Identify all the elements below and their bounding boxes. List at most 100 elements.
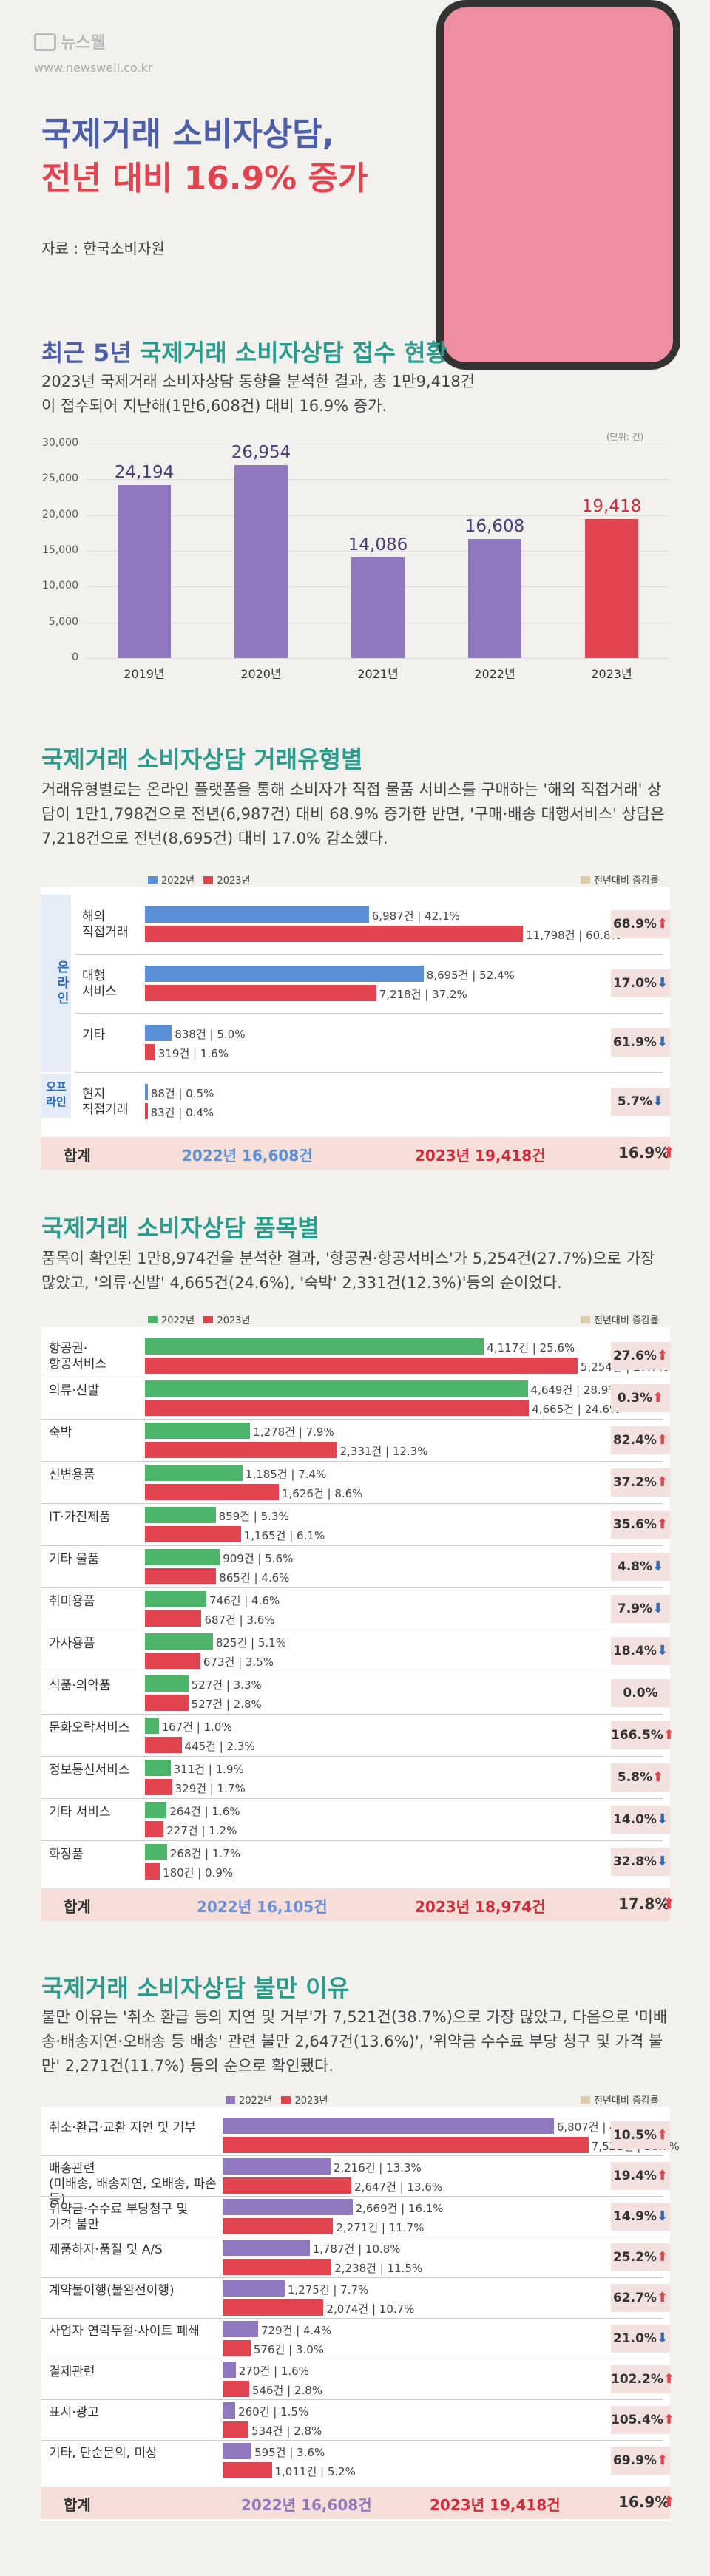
bar-2023 [145, 1044, 155, 1060]
change-badge: 25.2%⬆ [611, 2243, 670, 2271]
bar-2022-label: 264건 | 1.6% [169, 1804, 240, 1818]
bar-2022 [223, 2239, 310, 2256]
bar-2023 [223, 2461, 272, 2478]
section2-title: 국제거래 소비자상담 거래유형별 [41, 745, 363, 773]
x-tick-label: 2022년 [474, 667, 515, 681]
total-label: 합계 [64, 1898, 91, 1916]
bar-2023 [145, 1525, 241, 1542]
bar-2023-label: 319건 | 1.6% [158, 1047, 229, 1060]
row-divider [75, 954, 663, 955]
change-value: 105.4% [611, 2412, 663, 2427]
arrow-up-icon: ⬆ [656, 1474, 669, 1490]
bar-2023-label: 2,331건 | 12.3% [339, 1444, 428, 1458]
bar-value-label: 19,418 [581, 497, 642, 517]
row-label: 표시·광고 [49, 2404, 99, 2420]
arrow-up-icon: ⬆ [656, 2289, 669, 2305]
bar-2022-label: 88건 | 0.5% [150, 1087, 214, 1100]
bar-2023-label: 2,238건 | 11.5% [334, 2261, 423, 2275]
bar-2022-label: 2,216건 | 13.3% [333, 2160, 422, 2175]
bar-2022 [145, 1025, 172, 1041]
total-2023: 2023년 19,418건 [430, 2496, 561, 2514]
bar-2023-label: 527건 | 2.8% [191, 1697, 262, 1711]
bar-2022-label: 167건 | 1.0% [161, 1720, 232, 1734]
arrow-down-icon: ⬇ [656, 2330, 669, 2346]
bar-2022 [145, 1338, 484, 1355]
change-badge: 14.0%⬇ [611, 1805, 670, 1834]
change-value: 0.0% [623, 1685, 658, 1701]
bar-2023-label: 2,647건 | 13.6% [354, 2180, 443, 2194]
row-divider [41, 2318, 663, 2319]
arrow-up-icon: ⬆ [663, 2411, 674, 2427]
row-divider [41, 1503, 663, 1504]
row-label: 기타 서비스 [49, 1804, 111, 1820]
x-tick-label: 2020년 [240, 667, 282, 681]
bar-2023-label: 576건 | 3.0% [253, 2342, 325, 2356]
row-label: 의류·신발 [49, 1383, 99, 1398]
change-value: 37.2% [612, 1474, 657, 1490]
bar-2023 [145, 1357, 578, 1374]
row-label: 해외 직접거래 [82, 909, 129, 940]
arrow-up-icon: ⬆ [656, 1431, 669, 1448]
bar-2023 [223, 2339, 251, 2356]
arrow-up-icon: ⬆ [652, 1769, 664, 1785]
x-tick-label: 2021년 [357, 667, 399, 681]
change-badge: 21.0%⬇ [611, 2324, 670, 2353]
group-offline: 오프라인 [41, 1074, 71, 1118]
total-row: 합계 2022년 16,105건 2023년 18,974건 17.8% ⬆ [41, 1888, 675, 1921]
arrow-up-icon: ⬆ [652, 1389, 664, 1406]
row-divider [41, 1419, 663, 1420]
legend-swatch-2022 [148, 1316, 158, 1323]
total-row: 합계 2022년 16,608건 2023년 19,418건 16.9% ⬆ [41, 2487, 675, 2519]
bar-value-label: 16,608 [464, 517, 525, 537]
bar-2023 [145, 1399, 530, 1416]
change-badge: 17.0%⬇ [611, 969, 670, 997]
section4-legend-change: 전년대비 증감률 [581, 2092, 659, 2106]
section4-legend: 2022년 2023년 [226, 2092, 328, 2106]
change-value: 7.9% [617, 1601, 653, 1616]
change-badge: 166.5%⬆ [611, 1721, 674, 1749]
bar-2023-label: 1,165건 | 6.1% [243, 1528, 325, 1542]
change-badge: 69.9%⬆ [611, 2446, 670, 2475]
arrow-down-icon: ⬇ [656, 1811, 669, 1827]
arrow-up-icon: ⬆ [656, 2167, 669, 2183]
site-url: www.newswell.co.kr [34, 61, 153, 75]
bar-2022 [145, 1464, 243, 1481]
bar-2022-label: 4,117건 | 25.6% [487, 1340, 575, 1355]
bar-2022-label: 909건 | 5.6% [223, 1551, 294, 1565]
change-badge: 4.8%⬇ [611, 1552, 670, 1581]
logo: 뉴스웰 [34, 30, 106, 53]
row-label: 기타, 단순문의, 미상 [49, 2445, 158, 2461]
page-title-line1: 국제거래 소비자상담, [41, 115, 335, 153]
change-value: 27.6% [612, 1348, 657, 1363]
legend-swatch-change [581, 2096, 590, 2104]
arrow-up-icon: ⬆ [656, 1347, 669, 1363]
change-badge: 14.9%⬇ [611, 2202, 670, 2231]
row-label: 기타 [82, 1028, 106, 1043]
bar-2023-label: 687건 | 3.6% [204, 1613, 275, 1627]
row-divider [41, 1461, 663, 1462]
gridline [86, 479, 670, 481]
row-divider [75, 1013, 663, 1014]
total-2022: 2022년 16,608건 [182, 1147, 313, 1165]
bar-2022-label: 4,649건 | 28.9% [530, 1383, 619, 1397]
arrow-up-icon: ⬆ [663, 1726, 674, 1743]
gridline [86, 658, 670, 659]
bar-2023-label: 445건 | 2.3% [184, 1739, 255, 1753]
phone-illustration [436, 0, 680, 370]
annual-bar-chart: 0 5,000 10,000 15,000 20,000 25,000 30,000 24,1… [41, 437, 670, 681]
bar-2023 [145, 1610, 202, 1627]
bar-2022 [145, 1801, 167, 1818]
row-divider [41, 1798, 663, 1799]
total-2023: 2023년 19,418건 [415, 1147, 546, 1165]
arrow-down-icon: ⬇ [656, 1853, 669, 1869]
bar-2023 [145, 1483, 279, 1500]
bar-2023 [223, 2380, 249, 2397]
change-badge: 0.0% [611, 1678, 670, 1707]
bar-2022-label: 1,275건 | 7.7% [287, 2282, 369, 2297]
change-badge: 5.7%⬇ [611, 1088, 670, 1116]
bar-2022-label: 2,669건 | 16.1% [355, 2201, 444, 2215]
change-value: 69.9% [612, 2453, 657, 2468]
bar-2022-label: 6,987건 | 42.1% [371, 909, 460, 923]
row-label: 위약금·수수료 부당청구 및 가격 불만 [49, 2201, 189, 2232]
total-row: 합계 2022년 16,608건 2023년 19,418건 16.9% ⬆ [41, 1137, 675, 1170]
